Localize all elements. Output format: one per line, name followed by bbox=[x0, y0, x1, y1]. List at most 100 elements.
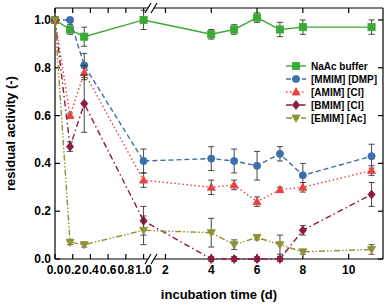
point bbox=[253, 197, 261, 204]
error-bar bbox=[208, 218, 214, 247]
x-tick-label: 0.8 bbox=[118, 263, 135, 277]
error-cap bbox=[369, 175, 375, 176]
error-cap bbox=[208, 170, 214, 171]
axis-break bbox=[151, 3, 157, 13]
error-cap bbox=[141, 149, 147, 150]
point bbox=[253, 14, 260, 21]
error-bar bbox=[277, 147, 283, 161]
y-tick-label: 0.2 bbox=[34, 204, 51, 218]
x-tick bbox=[165, 8, 166, 13]
point bbox=[51, 16, 58, 25]
error-bar bbox=[141, 149, 147, 173]
point bbox=[368, 166, 376, 173]
error-bar bbox=[81, 27, 87, 46]
error-cap bbox=[81, 53, 87, 54]
error-cap bbox=[254, 12, 260, 13]
error-cap bbox=[141, 206, 147, 207]
error-bar bbox=[141, 216, 147, 245]
error-cap bbox=[254, 22, 260, 23]
error-cap bbox=[277, 22, 283, 23]
error-cap bbox=[369, 182, 375, 183]
x-tick bbox=[125, 8, 126, 13]
point bbox=[276, 255, 283, 264]
point bbox=[140, 227, 148, 234]
error-cap bbox=[208, 247, 214, 248]
error-bar bbox=[81, 75, 87, 132]
top-frame bbox=[55, 7, 148, 8]
x-tick-label: 2 bbox=[162, 263, 169, 277]
x-tick-label: 1.0 bbox=[135, 263, 152, 277]
point bbox=[368, 24, 375, 31]
point bbox=[66, 142, 73, 151]
series-line bbox=[55, 20, 372, 259]
y-axis-title: residual activity (-) bbox=[3, 76, 18, 191]
y-tick bbox=[378, 163, 383, 164]
point bbox=[51, 17, 59, 24]
point bbox=[81, 33, 88, 40]
error-bar bbox=[369, 183, 375, 207]
x-axis-title: incubation time (d) bbox=[161, 287, 277, 302]
y-tick bbox=[55, 211, 60, 212]
error-bar bbox=[231, 240, 237, 250]
point bbox=[230, 242, 238, 249]
point bbox=[276, 26, 283, 33]
legend-marker bbox=[292, 115, 300, 122]
legend-marker bbox=[292, 101, 299, 110]
point bbox=[140, 157, 147, 164]
error-cap bbox=[141, 29, 147, 30]
error-cap bbox=[208, 146, 214, 147]
x-tick-label: 4 bbox=[208, 263, 215, 277]
x-tick-label: 8 bbox=[300, 263, 307, 277]
error-cap bbox=[369, 144, 375, 145]
y-tick bbox=[55, 67, 60, 68]
point bbox=[66, 239, 74, 246]
y-tick bbox=[378, 211, 383, 212]
series-line bbox=[55, 20, 372, 252]
point bbox=[80, 242, 88, 249]
point bbox=[208, 155, 215, 162]
right-frame bbox=[382, 8, 383, 259]
frame bbox=[55, 3, 383, 264]
x-tick bbox=[54, 8, 55, 13]
error-cap bbox=[81, 46, 87, 47]
point bbox=[299, 226, 306, 235]
error-cap bbox=[141, 172, 147, 173]
point bbox=[299, 183, 307, 190]
error-bar bbox=[369, 245, 375, 255]
error-cap bbox=[369, 19, 375, 20]
legend-label: [BMIM] [Cl] bbox=[311, 100, 364, 111]
error-cap bbox=[277, 254, 283, 255]
error-bar bbox=[300, 183, 306, 193]
error-bar bbox=[369, 144, 375, 168]
x-axis-line bbox=[55, 258, 148, 259]
error-bar bbox=[208, 30, 214, 40]
error-bar bbox=[67, 25, 73, 35]
x-tick bbox=[108, 254, 109, 259]
error-cap bbox=[300, 192, 306, 193]
point bbox=[140, 176, 148, 183]
y-tick bbox=[378, 115, 383, 116]
axis-break bbox=[145, 3, 151, 13]
y-tick bbox=[378, 67, 383, 68]
error-cap bbox=[81, 65, 87, 66]
error-bar bbox=[277, 22, 283, 36]
point bbox=[276, 150, 283, 157]
point bbox=[368, 190, 375, 199]
error-cap bbox=[254, 180, 260, 181]
error-bar bbox=[277, 235, 283, 254]
error-cap bbox=[208, 29, 214, 30]
y-tick bbox=[55, 258, 60, 259]
x-tick bbox=[348, 8, 349, 13]
error-cap bbox=[300, 163, 306, 164]
point bbox=[299, 249, 307, 256]
error-cap bbox=[277, 160, 283, 161]
series-line bbox=[55, 20, 372, 202]
error-cap bbox=[231, 239, 237, 240]
x-tick bbox=[211, 8, 212, 13]
error-bar bbox=[300, 20, 306, 34]
y-axis-line bbox=[54, 8, 55, 259]
series bbox=[51, 16, 376, 207]
error-cap bbox=[231, 24, 237, 25]
error-cap bbox=[369, 244, 375, 245]
error-bar bbox=[141, 10, 147, 29]
